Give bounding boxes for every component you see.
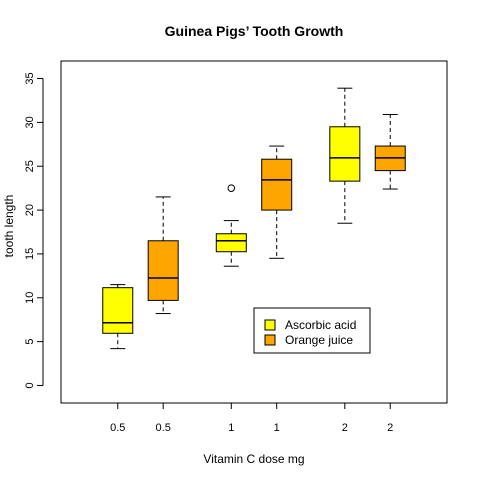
box-body bbox=[102, 287, 134, 334]
box-body bbox=[147, 240, 179, 301]
legend-swatch bbox=[264, 334, 276, 346]
x-axis-label: Vitamin C dose mg bbox=[203, 452, 304, 466]
box-body bbox=[329, 126, 361, 182]
y-tick-label: 25 bbox=[24, 160, 36, 172]
y-tick-label: 10 bbox=[24, 292, 36, 304]
y-tick-label: 30 bbox=[24, 116, 36, 128]
y-tick-label: 15 bbox=[24, 248, 36, 260]
y-axis: 0 5 10 15 20 25 30 35 bbox=[24, 72, 44, 389]
legend-label: Ascorbic acid bbox=[285, 318, 356, 332]
y-tick-label: 0 bbox=[24, 382, 36, 388]
box-group bbox=[215, 184, 247, 267]
x-axis: 0.5 0.5 1 1 2 2 bbox=[110, 402, 393, 434]
box-group bbox=[329, 87, 361, 224]
plot-area bbox=[60, 60, 448, 404]
x-tick-label: 1 bbox=[274, 422, 280, 434]
legend-label: Orange juice bbox=[285, 333, 353, 347]
y-tick-label: 35 bbox=[24, 72, 36, 84]
x-tick-label: 2 bbox=[342, 422, 348, 434]
x-tick-label: 0.5 bbox=[110, 422, 125, 434]
x-tick-label: 2 bbox=[387, 422, 393, 434]
box-body bbox=[215, 233, 247, 253]
y-tick-label: 5 bbox=[24, 339, 36, 345]
box-body bbox=[261, 158, 293, 211]
x-tick-label: 0.5 bbox=[156, 422, 171, 434]
outlier-point bbox=[227, 184, 236, 192]
chart-title: Guinea Pigs’ Tooth Growth bbox=[165, 23, 344, 39]
box-group bbox=[147, 196, 179, 315]
y-axis-label: tooth length bbox=[2, 195, 16, 258]
x-tick-label: 1 bbox=[228, 422, 234, 434]
box-group bbox=[102, 284, 134, 350]
box-group bbox=[261, 145, 293, 259]
legend-swatch bbox=[264, 319, 276, 331]
box-group bbox=[374, 113, 406, 190]
y-tick-label: 20 bbox=[24, 204, 36, 216]
